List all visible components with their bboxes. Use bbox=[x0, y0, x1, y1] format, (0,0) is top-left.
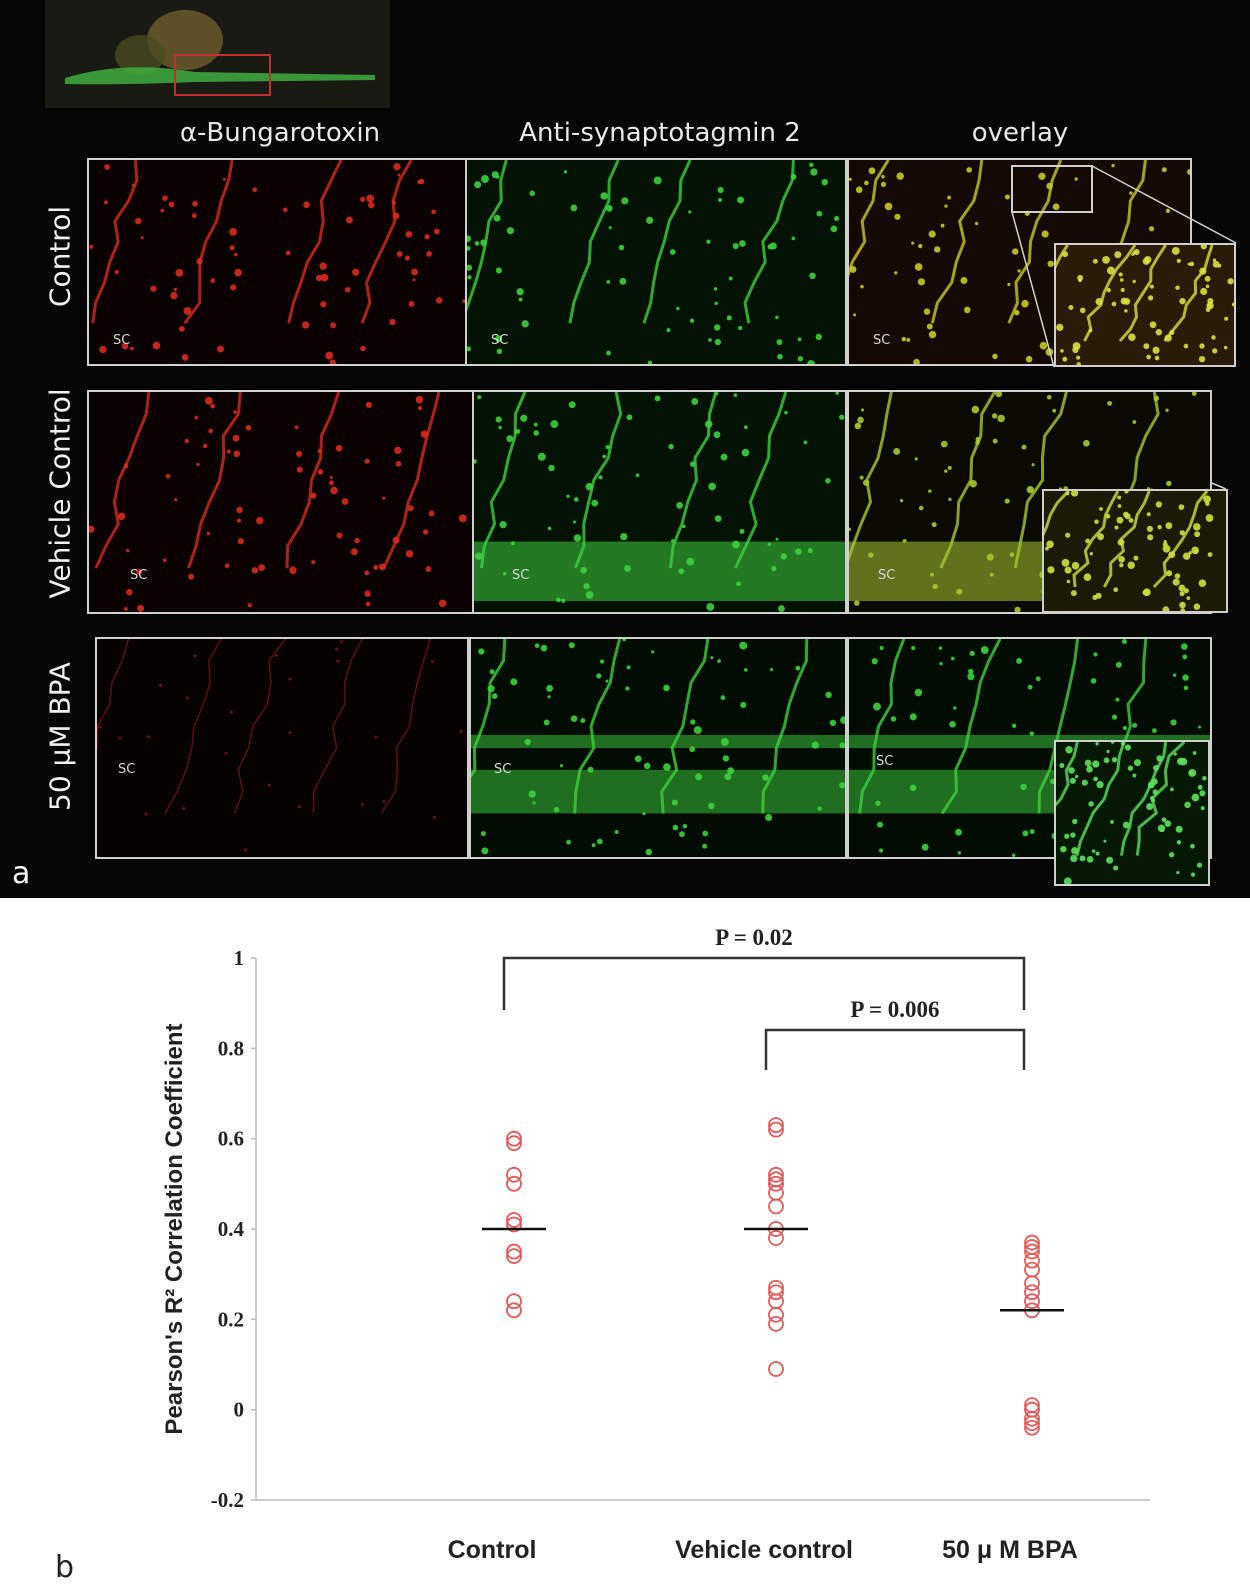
y-tick-label: 0.6 bbox=[218, 1127, 244, 1151]
image-bpa-bungarotoxin bbox=[95, 637, 469, 859]
data-point bbox=[1024, 1234, 1040, 1251]
x-category-label: Vehicle control bbox=[675, 1536, 853, 1564]
sc-label: SC bbox=[512, 568, 530, 583]
sc-label: SC bbox=[118, 762, 136, 777]
y-tick-label: 0 bbox=[234, 1398, 245, 1422]
y-tick-label: 0.2 bbox=[218, 1307, 244, 1331]
image-vehicle-synaptotagmin bbox=[472, 390, 847, 614]
sc-label: SC bbox=[494, 762, 512, 777]
p-value-label: P = 0.02 bbox=[715, 925, 793, 950]
data-point bbox=[506, 1166, 522, 1183]
y-tick-label: 0.8 bbox=[218, 1036, 244, 1060]
sc-label: SC bbox=[491, 333, 509, 348]
data-point bbox=[768, 1293, 784, 1310]
significance-bracket bbox=[764, 1028, 1026, 1070]
data-point bbox=[768, 1184, 784, 1201]
data-point bbox=[1024, 1410, 1040, 1427]
data-point bbox=[506, 1130, 522, 1147]
data-point bbox=[1024, 1275, 1040, 1292]
data-point bbox=[506, 1243, 522, 1260]
inset-bpa-overlay bbox=[1054, 740, 1210, 886]
data-point bbox=[768, 1284, 784, 1301]
data-point bbox=[506, 1293, 522, 1310]
data-point bbox=[1024, 1252, 1040, 1269]
p-value-label: P = 0.006 bbox=[850, 997, 939, 1022]
data-point bbox=[1024, 1284, 1040, 1301]
sc-label: SC bbox=[113, 333, 131, 348]
column-header-overlay: overlay bbox=[971, 118, 1069, 148]
data-point bbox=[506, 1248, 522, 1265]
image-control-synaptotagmin bbox=[465, 158, 847, 366]
y-tick-label: 0.4 bbox=[218, 1217, 245, 1241]
data-point bbox=[768, 1175, 784, 1192]
y-axis-label: Pearson's R² Correlation Coefficient bbox=[161, 1023, 188, 1434]
data-point bbox=[1024, 1293, 1040, 1310]
x-category-label: Control bbox=[448, 1536, 537, 1564]
data-point bbox=[768, 1230, 784, 1246]
data-point bbox=[768, 1361, 784, 1377]
data-point bbox=[1024, 1243, 1040, 1260]
panel-letter-b: b bbox=[55, 1550, 75, 1585]
chart-canvas: 1 0.8 0.6 0.4 0.2 0 -0.2 Pearson's R² Correlati… bbox=[161, 925, 1150, 1564]
data-point bbox=[506, 1216, 522, 1233]
data-point bbox=[768, 1117, 784, 1134]
inset-vehicle-overlay bbox=[1042, 489, 1228, 613]
y-tick-label: -0.2 bbox=[211, 1488, 244, 1512]
column-header-bungarotoxin: α-Bungarotoxin bbox=[179, 118, 381, 148]
data-point bbox=[768, 1121, 784, 1138]
sc-label: SC bbox=[130, 568, 148, 583]
data-point bbox=[506, 1212, 522, 1228]
image-control-bungarotoxin bbox=[87, 158, 467, 366]
x-category-label: 50 μ M BPA bbox=[942, 1536, 1078, 1564]
data-point bbox=[506, 1175, 522, 1192]
sc-label: SC bbox=[873, 333, 891, 348]
data-point bbox=[1024, 1419, 1040, 1436]
data-point bbox=[506, 1302, 522, 1319]
data-point bbox=[768, 1166, 784, 1183]
image-vehicle-bungarotoxin bbox=[87, 390, 474, 614]
sc-label: SC bbox=[878, 568, 896, 583]
y-tick-label: 1 bbox=[234, 946, 245, 970]
scatter-chart: 1 0.8 0.6 0.4 0.2 0 -0.2 Pearson's R² Correlati… bbox=[0, 898, 1250, 1594]
microscopy-panel: α-Bungarotoxin Anti-synaptotagmin 2 over… bbox=[0, 0, 1250, 898]
data-point bbox=[768, 1315, 784, 1332]
image-bpa-synaptotagmin bbox=[469, 637, 847, 859]
inset-control-overlay bbox=[1054, 243, 1236, 367]
data-point bbox=[1024, 1261, 1040, 1278]
sc-label: SC bbox=[876, 754, 894, 769]
panel-letter-a: a bbox=[12, 856, 31, 891]
data-point bbox=[1024, 1415, 1040, 1432]
data-point bbox=[506, 1135, 522, 1152]
data-point bbox=[768, 1306, 784, 1323]
larva-thumbnail bbox=[45, 0, 390, 108]
significance-bracket bbox=[502, 956, 1026, 1010]
data-point bbox=[768, 1198, 784, 1215]
column-header-synaptotagmin: Anti-synaptotagmin 2 bbox=[519, 118, 801, 148]
